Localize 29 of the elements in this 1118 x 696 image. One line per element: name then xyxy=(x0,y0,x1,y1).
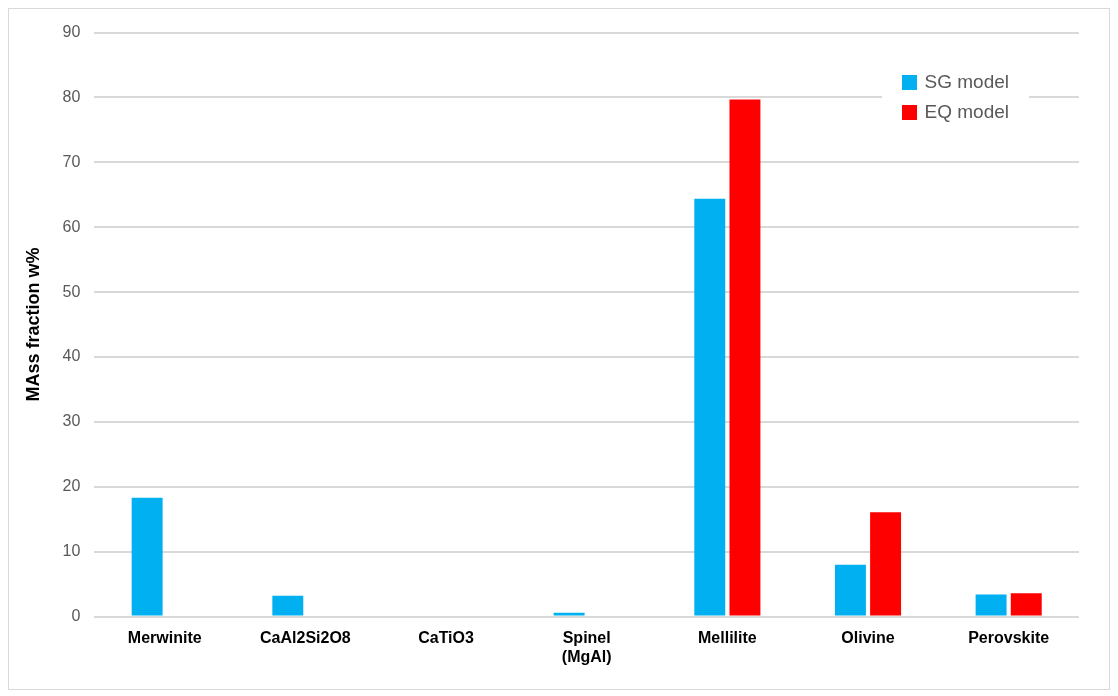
bar xyxy=(975,594,1007,616)
bar xyxy=(553,612,585,616)
bar xyxy=(131,497,163,616)
y-tick-label: 40 xyxy=(62,347,81,365)
x-tick-label: CaAl2Si2O8 xyxy=(260,628,351,646)
legend-label: EQ model xyxy=(924,101,1009,123)
bar xyxy=(272,595,304,616)
y-tick-label: 60 xyxy=(62,217,81,235)
x-tick-label: Merwinite xyxy=(127,628,202,646)
bar xyxy=(1010,593,1042,616)
y-axis-title: MAss fraction w% xyxy=(22,247,43,402)
legend-label: SG model xyxy=(924,71,1009,93)
bar xyxy=(729,99,761,616)
y-tick-label: 0 xyxy=(71,607,81,625)
y-tick-label: 30 xyxy=(62,412,81,430)
y-tick-label: 90 xyxy=(62,23,81,41)
y-tick-label: 70 xyxy=(62,152,81,170)
bar xyxy=(834,564,866,616)
x-tick-label: Perovskite xyxy=(968,628,1050,646)
x-tick-label: Olivine xyxy=(841,628,895,646)
x-tick-label: CaTiO3 xyxy=(418,628,474,646)
bar xyxy=(870,512,902,616)
y-tick-label: 10 xyxy=(62,542,81,560)
y-tick-label: 20 xyxy=(62,477,81,495)
bar xyxy=(694,198,726,616)
y-tick-label: 50 xyxy=(62,282,81,300)
x-tick-label: Spinel (MgAl) xyxy=(561,628,612,665)
x-tick-label: Mellilite xyxy=(698,628,757,646)
y-tick-label: 80 xyxy=(62,87,81,105)
